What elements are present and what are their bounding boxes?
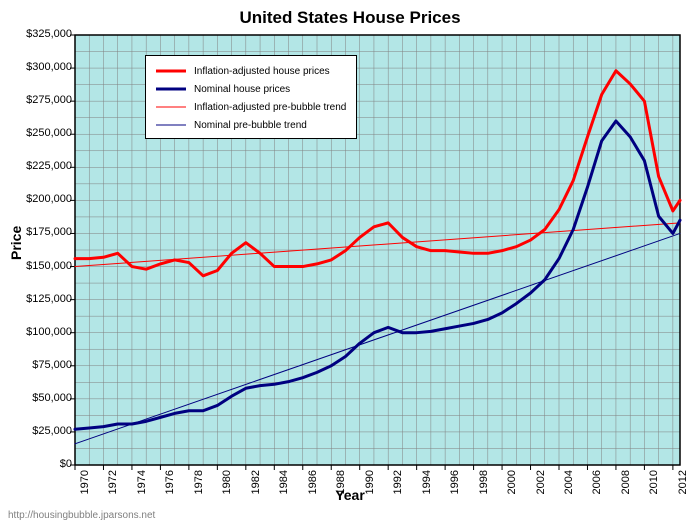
legend-label: Inflation-adjusted pre-bubble trend — [194, 102, 346, 113]
y-tick-label: $75,000 — [12, 359, 72, 371]
y-tick-label: $175,000 — [12, 226, 72, 238]
x-tick-label: 1974 — [136, 470, 148, 500]
legend-swatch — [156, 119, 186, 131]
y-tick-label: $275,000 — [12, 94, 72, 106]
y-tick-label: $25,000 — [12, 425, 72, 437]
x-tick-label: 1976 — [164, 470, 176, 500]
y-tick-label: $50,000 — [12, 392, 72, 404]
chart-container: United States House Prices Price Year ht… — [0, 0, 700, 525]
x-tick-label: 2006 — [591, 470, 603, 500]
y-tick-label: $225,000 — [12, 160, 72, 172]
x-tick-label: 2002 — [535, 470, 547, 500]
legend-swatch — [156, 83, 186, 95]
legend: Inflation-adjusted house prices Nominal h… — [145, 55, 357, 139]
x-tick-label: 1982 — [250, 470, 262, 500]
x-tick-label: 2012 — [677, 470, 689, 500]
x-tick-label: 2008 — [620, 470, 632, 500]
x-tick-label: 1986 — [307, 470, 319, 500]
x-tick-label: 2004 — [563, 470, 575, 500]
x-tick-label: 1984 — [278, 470, 290, 500]
x-tick-label: 1988 — [335, 470, 347, 500]
x-tick-label: 1980 — [221, 470, 233, 500]
legend-swatch — [156, 65, 186, 77]
legend-label: Nominal pre-bubble trend — [194, 120, 307, 131]
y-tick-label: $0 — [12, 458, 72, 470]
x-tick-label: 1994 — [421, 470, 433, 500]
x-tick-label: 1990 — [364, 470, 376, 500]
legend-label: Inflation-adjusted house prices — [194, 66, 330, 77]
legend-label: Nominal house prices — [194, 84, 290, 95]
y-tick-label: $200,000 — [12, 193, 72, 205]
legend-item: Nominal pre-bubble trend — [156, 116, 346, 134]
y-tick-label: $100,000 — [12, 326, 72, 338]
x-tick-label: 1978 — [193, 470, 205, 500]
x-tick-label: 1972 — [107, 470, 119, 500]
x-tick-label: 1996 — [449, 470, 461, 500]
legend-item: Inflation-adjusted pre-bubble trend — [156, 98, 346, 116]
x-tick-label: 1998 — [478, 470, 490, 500]
x-tick-label: 2010 — [648, 470, 660, 500]
legend-swatch — [156, 101, 186, 113]
y-tick-label: $125,000 — [12, 293, 72, 305]
y-tick-label: $300,000 — [12, 61, 72, 73]
x-tick-label: 2000 — [506, 470, 518, 500]
x-tick-label: 1992 — [392, 470, 404, 500]
y-tick-label: $150,000 — [12, 260, 72, 272]
y-tick-label: $250,000 — [12, 127, 72, 139]
legend-item: Inflation-adjusted house prices — [156, 62, 346, 80]
x-tick-label: 1970 — [79, 470, 91, 500]
y-tick-label: $325,000 — [12, 28, 72, 40]
legend-item: Nominal house prices — [156, 80, 346, 98]
